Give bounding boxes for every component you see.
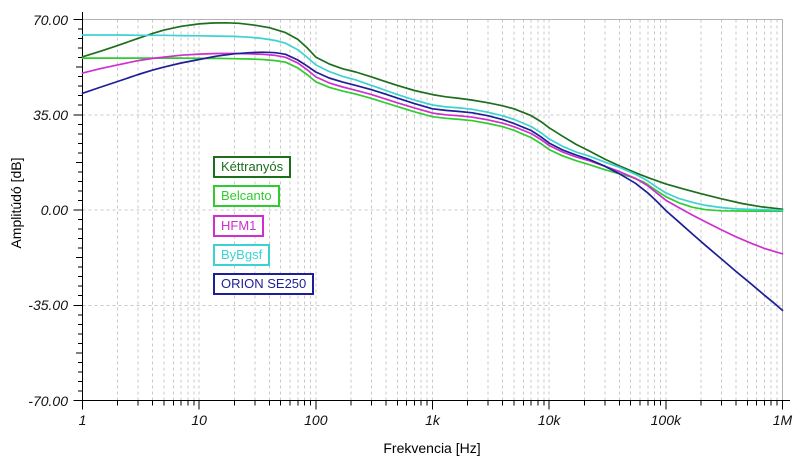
series-hfm1: [81, 52, 784, 255]
series-bybgsf: [81, 34, 784, 212]
x-tick-label: 10: [191, 412, 207, 428]
y-tick-label: 35.00: [32, 106, 68, 123]
legend-item-belcanto[interactable]: Belcanto: [213, 185, 280, 208]
y-tick-label: -35.00: [28, 297, 68, 314]
x-tick-label: 100k: [650, 412, 681, 428]
legend-item-orion-se250[interactable]: ORION SE250: [213, 273, 315, 296]
x-tick-label: 1: [78, 412, 87, 428]
axes: [73, 12, 790, 410]
curves: [81, 21, 784, 312]
legend-item-kettranyos[interactable]: Kéttranyós: [213, 156, 292, 178]
series-belcanto: [81, 57, 784, 212]
x-tick-label: 1M: [772, 412, 793, 428]
x-tick-label: 1k: [425, 412, 440, 428]
x-tick-label: 100: [304, 412, 328, 428]
y-tick-label: -70.00: [28, 392, 68, 409]
x-axis-title: Frekvencia [Hz]: [383, 440, 481, 456]
series-kettranyos: [81, 21, 784, 211]
legend-item-hfm1[interactable]: HFM1: [213, 214, 265, 237]
legend-item-bybgsf[interactable]: ByBgsf: [213, 243, 271, 266]
x-tick-label: 10k: [537, 412, 561, 428]
y-tick-label: 70.00: [32, 11, 68, 28]
y-tick-label: 0.00: [40, 202, 68, 218]
series-orion-se250: [81, 51, 784, 312]
grid-lines: [82, 19, 783, 401]
